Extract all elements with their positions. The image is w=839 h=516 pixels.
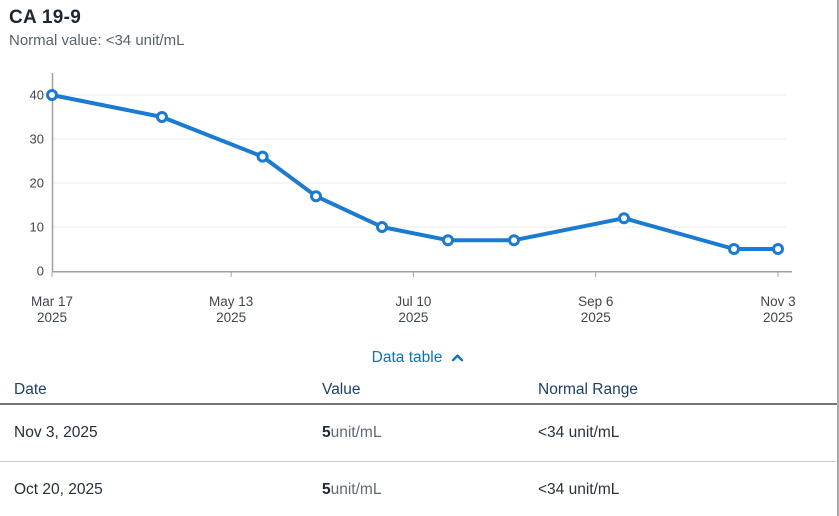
y-axis-label: 10 [30,220,44,235]
x-axis-label-year: 2025 [581,310,611,325]
y-axis-label: 40 [30,88,44,103]
column-header-value: Value [322,381,361,398]
result-value-number: 5 [322,481,331,498]
result-value-number: 5 [322,424,331,441]
data-point-marker[interactable] [156,111,168,123]
data-point-marker[interactable] [376,221,388,233]
x-axis-label: Jul 10 [395,294,431,309]
data-point-marker[interactable] [46,89,58,101]
result-date: Nov 3, 2025 [14,424,98,441]
trend-line [50,93,780,251]
result-value-unit: unit/mL [330,481,382,498]
result-value: 5unit/mL [322,424,538,442]
x-axis-label: May 13 [209,294,253,309]
y-axis-label: 30 [30,132,44,147]
table-row: Nov 3, 2025 5unit/mL <34 unit/mL [0,405,837,462]
data-point-marker[interactable] [772,243,784,255]
normal-value-subtitle: Normal value: <34 unit/mL [9,32,185,49]
table-header-row: Date Value Normal Range [0,381,837,405]
data-table-toggle-button[interactable]: Data table [372,349,466,367]
result-value-unit: unit/mL [330,424,382,441]
page-title: CA 19-9 [9,7,82,28]
data-point-marker[interactable] [256,150,269,163]
data-point-marker[interactable] [310,190,322,203]
data-point-marker[interactable] [728,243,740,255]
results-table: Date Value Normal Range Nov 3, 2025 5uni… [0,381,837,516]
column-header-date: Date [14,381,47,398]
chevron-up-icon [452,354,464,362]
result-value: 5unit/mL [322,481,538,499]
x-axis-label-year: 2025 [37,310,67,325]
result-date: Oct 20, 2025 [14,481,103,498]
data-point-marker[interactable] [618,212,630,225]
column-header-normal-range: Normal Range [538,381,638,398]
x-axis-label-year: 2025 [763,310,793,325]
x-axis-label: Mar 17 [31,294,73,309]
result-normal-range: <34 unit/mL [538,424,620,441]
table-toggle-wrap: Data table [0,345,837,371]
y-axis-label: 20 [30,176,44,191]
page-header: CA 19-9 Normal value: <34 unit/mL [0,0,837,49]
x-axis-label-year: 2025 [216,310,246,325]
table-row: Oct 20, 2025 5unit/mL <34 unit/mL [0,462,837,516]
x-axis-label: Nov 3 [760,294,795,309]
x-axis-label-year: 2025 [398,310,428,325]
data-point-marker[interactable] [508,234,520,247]
data-table-toggle-label: Data table [371,349,443,366]
result-normal-range: <34 unit/mL [538,481,620,498]
x-axis-label: Sep 6 [578,294,613,309]
y-axis-label: 0 [37,264,44,279]
data-point-marker[interactable] [442,234,454,247]
